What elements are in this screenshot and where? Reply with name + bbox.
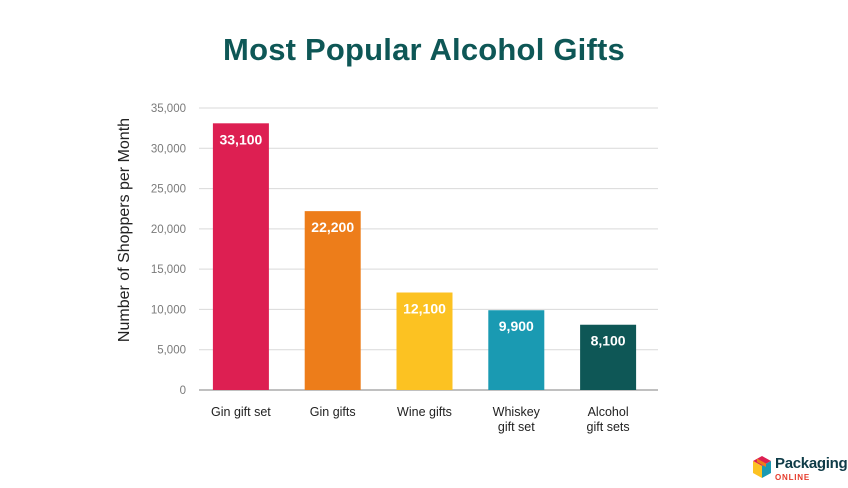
bar — [212, 123, 269, 391]
y-tick-label: 35,000 — [151, 103, 186, 115]
data-label: 9,900 — [499, 318, 534, 334]
data-label: 12,100 — [403, 301, 446, 317]
brand-logo: Packaging ONLINE — [752, 452, 848, 488]
x-tick-label: Alcohol gift sets — [587, 405, 630, 434]
y-tick-label: 25,000 — [151, 184, 186, 196]
data-label: 22,200 — [311, 219, 354, 235]
brand-subtitle: ONLINE — [775, 473, 811, 482]
x-tick-label: Wine gifts — [397, 405, 452, 419]
y-tick-label: 15,000 — [151, 264, 186, 276]
x-tick-label: Whiskey gift set — [493, 405, 541, 434]
x-tick-label: Gin gifts — [310, 405, 356, 419]
bar — [396, 292, 453, 390]
y-tick-label: 10,000 — [151, 304, 186, 316]
y-tick-label: 0 — [180, 385, 186, 397]
y-tick-label: 30,000 — [151, 143, 186, 155]
data-label: 33,100 — [219, 131, 262, 147]
y-tick-label: 20,000 — [151, 224, 186, 236]
bar — [304, 211, 361, 390]
bar — [580, 324, 637, 390]
data-label: 8,100 — [591, 333, 626, 349]
y-tick-label: 5,000 — [157, 345, 186, 357]
x-tick-label: Gin gift set — [211, 405, 271, 419]
chart-title: Most Popular Alcohol Gifts — [223, 32, 625, 67]
y-axis-label: Number of Shoppers per Month — [116, 118, 133, 342]
bar — [488, 310, 545, 390]
box-logo-icon — [753, 456, 771, 478]
brand-name: Packaging — [775, 455, 848, 472]
